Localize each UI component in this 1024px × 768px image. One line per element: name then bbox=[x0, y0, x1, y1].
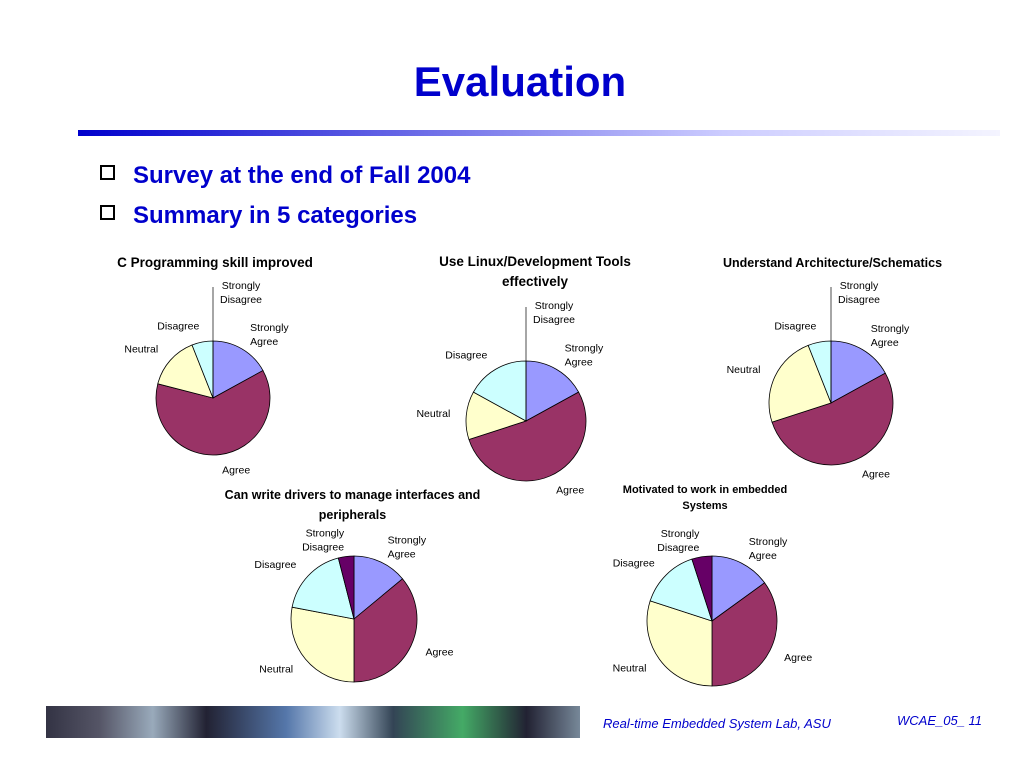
slice-label: Strongly Disagree bbox=[220, 280, 262, 306]
label-line: Neutral bbox=[124, 344, 158, 356]
bullet-text: Summary in 5 categories bbox=[133, 202, 418, 229]
pie-slice bbox=[830, 340, 886, 404]
slice-label: Neutral bbox=[259, 663, 293, 675]
pie-slice bbox=[337, 555, 355, 620]
slice-label: Strongly Agree bbox=[565, 343, 604, 369]
label-line: Disagree bbox=[657, 542, 699, 554]
label-line: Strongly bbox=[749, 536, 788, 548]
slice-label: Disagree bbox=[613, 558, 655, 570]
slice-label: Neutral bbox=[613, 663, 647, 675]
pie-slice bbox=[646, 600, 713, 687]
chart-title: Use Linux/Development Tools effectively bbox=[439, 254, 631, 289]
pie-slice bbox=[353, 578, 418, 683]
chart-title: Understand Architecture/Schematics bbox=[722, 256, 943, 270]
label-line: Disagree bbox=[302, 542, 344, 554]
slice-label: Strongly Disagree bbox=[302, 528, 345, 554]
label-line: Disagree bbox=[774, 320, 816, 332]
label-line: Strongly bbox=[250, 322, 289, 334]
label-line: Strongly bbox=[306, 528, 345, 540]
pie-slice bbox=[155, 369, 271, 456]
label-line: Neutral bbox=[416, 408, 450, 420]
label-line: Neutral bbox=[259, 663, 293, 675]
slice-label: Disagree bbox=[774, 320, 816, 332]
pie-slice bbox=[525, 360, 580, 422]
label-line: Agree bbox=[250, 336, 278, 348]
slice-label: Disagree bbox=[254, 559, 296, 571]
bullet-marker bbox=[100, 165, 115, 180]
label-line: Strongly bbox=[565, 343, 604, 355]
label-line: Disagree bbox=[533, 314, 575, 326]
slice-label: Neutral bbox=[124, 344, 158, 356]
label-line: Strongly bbox=[535, 300, 574, 312]
pie-slice bbox=[691, 555, 713, 622]
label-line: Strongly bbox=[388, 535, 427, 547]
pie-slice bbox=[771, 372, 894, 466]
slice-label: Neutral bbox=[727, 364, 761, 376]
title-rule bbox=[78, 130, 1000, 136]
slice-label: Strongly Agree bbox=[749, 536, 788, 562]
label-line: Agree bbox=[565, 357, 593, 369]
label-line: Strongly bbox=[661, 528, 700, 540]
label-line: Disagree bbox=[254, 559, 296, 571]
label-line: Disagree bbox=[613, 558, 655, 570]
chart-title: Motivated to work in embedded Systems bbox=[622, 484, 788, 512]
slice-label: Disagree bbox=[445, 350, 487, 362]
slice-label: Agree bbox=[222, 464, 250, 476]
pie-slice bbox=[291, 557, 355, 620]
pie-slice bbox=[353, 555, 404, 620]
label-line: Disagree bbox=[220, 294, 262, 306]
label-line: Agree bbox=[388, 549, 416, 561]
bullet: Survey at the end of Fall 2004 bbox=[100, 162, 470, 190]
slice-label: Agree bbox=[862, 469, 890, 481]
label-line: Strongly bbox=[871, 323, 910, 335]
pie-slice bbox=[468, 391, 587, 482]
slice-label: Disagree bbox=[157, 320, 199, 332]
label-line: Agree bbox=[749, 550, 777, 562]
slide-title: Evaluation bbox=[413, 58, 627, 105]
slice-label: Strongly Disagree bbox=[533, 300, 575, 326]
chart-title: C Programming skill improved bbox=[117, 255, 313, 270]
footer-page: WCAE_05_ 11 bbox=[897, 713, 983, 728]
slice-label: Strongly Agree bbox=[250, 322, 289, 348]
chart-title: Can write drivers to manage interfaces a… bbox=[224, 488, 481, 522]
footer-image bbox=[46, 706, 580, 738]
slice-label: Strongly Agree bbox=[388, 535, 427, 561]
bullet-text: Survey at the end of Fall 2004 bbox=[133, 162, 471, 189]
label-line: Disagree bbox=[838, 294, 880, 306]
label-line: Agree bbox=[425, 647, 453, 659]
pie-slice bbox=[472, 360, 527, 422]
slice-label: Strongly Disagree bbox=[657, 528, 700, 554]
slice-label: Strongly Disagree bbox=[838, 280, 880, 306]
footer-lab: Real-time Embedded System Lab, ASU bbox=[603, 716, 831, 731]
slice-label: Strongly Agree bbox=[871, 323, 910, 349]
label-line: Disagree bbox=[445, 350, 487, 362]
pie-slice bbox=[212, 340, 264, 399]
pie-slice bbox=[711, 582, 778, 687]
label-line: Disagree bbox=[157, 320, 199, 332]
pie-slice bbox=[157, 344, 214, 399]
label-line: Agree bbox=[862, 469, 890, 481]
label-line: Agree bbox=[556, 485, 584, 497]
label-line: Agree bbox=[871, 337, 899, 349]
label-line: Strongly bbox=[840, 280, 879, 292]
label-line: Agree bbox=[784, 652, 812, 664]
label-line: Strongly bbox=[222, 280, 261, 292]
slice-label: Agree bbox=[425, 647, 453, 659]
pie-slice bbox=[290, 606, 355, 683]
slice-label: Agree bbox=[784, 652, 812, 664]
slice-label: Neutral bbox=[416, 408, 450, 420]
pie-slice bbox=[711, 555, 766, 622]
label-line: Agree bbox=[222, 464, 250, 476]
label-line: Neutral bbox=[613, 663, 647, 675]
slice-label: Agree bbox=[556, 485, 584, 497]
bullet: Summary in 5 categories bbox=[100, 202, 417, 230]
bullet-marker bbox=[100, 205, 115, 220]
label-line: Neutral bbox=[727, 364, 761, 376]
